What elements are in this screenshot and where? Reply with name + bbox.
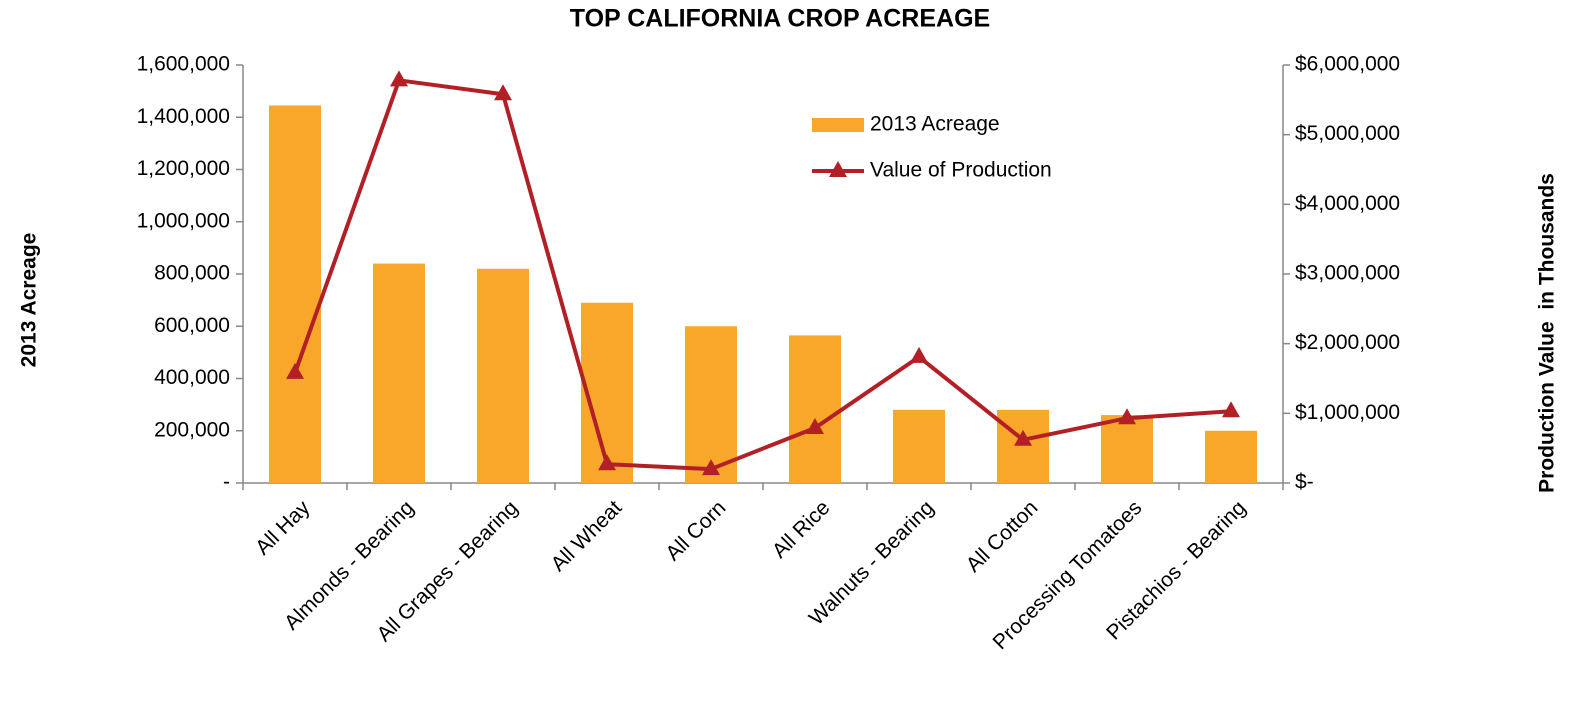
marker (1014, 429, 1032, 446)
y-tick-label: 1,000,000 (137, 209, 230, 232)
y2-tick-label: $5,000,000 (1295, 122, 1400, 145)
marker (494, 84, 512, 101)
line (293, 78, 1232, 472)
bar (1101, 415, 1153, 483)
marker (702, 459, 720, 476)
y-tick-label: - (223, 471, 230, 494)
marker (286, 362, 304, 379)
marker (910, 346, 928, 363)
y2-tick-label: $4,000,000 (1295, 192, 1400, 215)
bar (893, 409, 945, 483)
y-tick-label: 200,000 (154, 418, 230, 441)
y2-tick-label: $6,000,000 (1295, 53, 1400, 76)
y-tick-label: 1,400,000 (137, 105, 230, 128)
marker (1222, 401, 1240, 418)
y-tick-label: 1,200,000 (137, 157, 230, 180)
legend-marker (829, 161, 847, 177)
bar (789, 335, 841, 483)
chart-title: TOP CALIFORNIA CROP ACREAGE (570, 5, 990, 33)
y-tick-label: 400,000 (154, 366, 230, 389)
y-tick-label: 1,600,000 (137, 53, 230, 76)
marker (598, 454, 616, 471)
y-tick-label: 800,000 (154, 262, 230, 285)
y-tick-label: 600,000 (154, 314, 230, 337)
y2-tick-label: $1,000,000 (1295, 401, 1400, 424)
x-tick-label: All Cotton (962, 496, 1043, 577)
bar (269, 105, 321, 484)
bar (477, 268, 529, 483)
bar (373, 263, 425, 483)
bar (685, 326, 737, 483)
x-tick-label: All Wheat (547, 496, 627, 576)
marker (806, 417, 824, 434)
x-tick-label: All Rice (768, 496, 835, 563)
bar (581, 302, 633, 483)
marker (1118, 408, 1136, 425)
y2-tick-label: $3,000,000 (1295, 262, 1400, 285)
x-tick-label: All Corn (661, 496, 730, 565)
y2-axis-title: Production Value in Thousands (1536, 173, 1559, 493)
y2-tick-label: $2,000,000 (1295, 331, 1400, 354)
x-tick-label: All Hay (251, 496, 315, 560)
legend-label: Value of Production (870, 159, 1052, 182)
legend-swatch (812, 118, 864, 132)
bar (1205, 430, 1257, 483)
legend-label: 2013 Acreage (870, 113, 1000, 136)
y-axis-title: 2013 Acreage (18, 233, 41, 368)
marker (390, 70, 408, 87)
bar (997, 409, 1049, 483)
y2-tick-label: $- (1295, 471, 1314, 494)
